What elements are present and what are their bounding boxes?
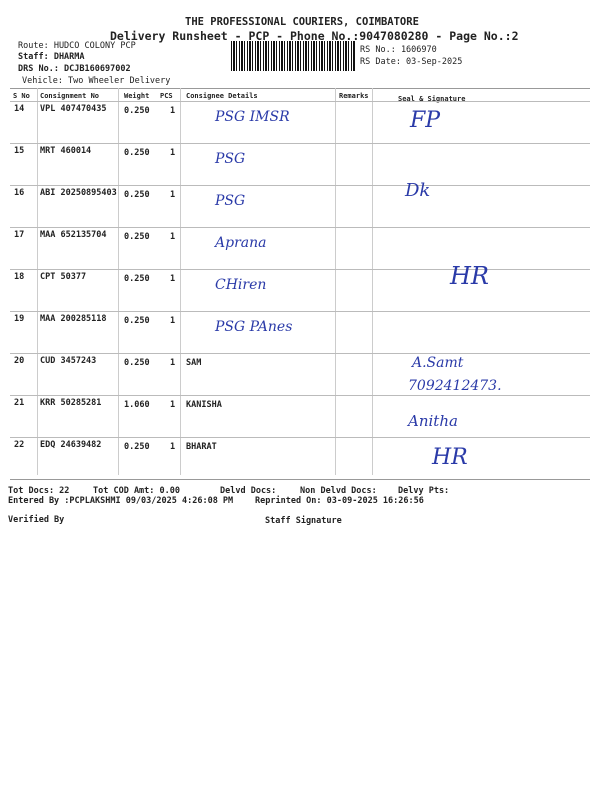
signature: 7092412473. — [408, 378, 502, 394]
pieces: 1 — [170, 232, 176, 242]
row-divider — [10, 311, 590, 312]
weight: 0.250 — [124, 274, 150, 284]
entered-by: Entered By :PCPLAKSHMI 09/03/2025 4:26:0… — [8, 496, 234, 506]
serial-number: 15 — [14, 146, 25, 156]
pieces: 1 — [170, 148, 176, 158]
consignee-name: BHARAT — [186, 442, 217, 452]
route: Route: HUDCO COLONY PCP — [18, 41, 136, 51]
serial-number: 21 — [14, 398, 25, 408]
weight: 0.250 — [124, 106, 150, 116]
delivery-points: Delvy Pts: — [398, 486, 450, 496]
non-delivered-docs: Non Delvd Docs: — [300, 486, 377, 496]
consignment-number: MAA 200285118 — [40, 314, 107, 324]
col-weight: Weight — [124, 92, 150, 100]
serial-number: 16 — [14, 188, 25, 198]
serial-number: 17 — [14, 230, 25, 240]
consignee-name: SAM — [186, 358, 202, 368]
handwritten-consignee: PSG PAnes — [215, 319, 293, 335]
handwritten-consignee: Aprana — [215, 235, 267, 251]
weight: 0.250 — [124, 232, 150, 242]
pieces: 1 — [170, 316, 176, 326]
signature: Dk — [405, 180, 431, 201]
col-remarks: Remarks — [339, 92, 369, 100]
pieces: 1 — [170, 400, 176, 410]
weight: 0.250 — [124, 442, 150, 452]
serial-number: 22 — [14, 440, 25, 450]
consignment-number: CUD 3457243 — [40, 356, 97, 366]
total-docs: Tot Docs: 22 — [8, 486, 70, 496]
drs-number: DRS No.: DCJB160697002 — [18, 64, 131, 74]
col-sno: S No — [13, 92, 30, 100]
vehicle: Vehicle: Two Wheeler Delivery — [22, 76, 171, 86]
handwritten-consignee: CHiren — [215, 277, 267, 293]
col-consignment: Consignment No — [40, 92, 100, 100]
pieces: 1 — [170, 106, 176, 116]
col-consignee: Consignee Details — [186, 92, 258, 100]
total-cod: Tot COD Amt: 0.00 — [93, 486, 180, 496]
signature: HR — [450, 262, 489, 290]
reprinted-on: Reprinted On: 03-09-2025 16:26:56 — [255, 496, 424, 506]
pieces: 1 — [170, 358, 176, 368]
serial-number: 20 — [14, 356, 25, 366]
serial-number: 14 — [14, 104, 25, 114]
consignment-number: KRR 50285281 — [40, 398, 102, 408]
handwritten-consignee: PSG — [215, 151, 246, 167]
pieces: 1 — [170, 442, 176, 452]
serial-number: 18 — [14, 272, 25, 282]
runsheet-title: Delivery Runsheet - PCP - Phone No.:9047… — [110, 29, 519, 43]
consignee-name: KANISHA — [186, 400, 222, 410]
row-divider — [10, 185, 590, 186]
signature: A.Samt — [412, 355, 464, 371]
serial-number: 19 — [14, 314, 25, 324]
weight: 1.060 — [124, 400, 150, 410]
handwritten-consignee: PSG — [215, 193, 246, 209]
company-name: THE PROFESSIONAL COURIERS, COIMBATORE — [185, 16, 419, 28]
consignment-number: MRT 460014 — [40, 146, 92, 156]
handwritten-consignee: PSG IMSR — [215, 109, 290, 125]
weight: 0.250 — [124, 358, 150, 368]
delivered-docs: Delvd Docs: — [220, 486, 277, 496]
consignment-number: ABI 20250895403 — [40, 188, 117, 198]
verified-by: Verified By — [8, 515, 65, 525]
row-divider — [10, 395, 590, 396]
consignment-number: MAA 652135704 — [40, 230, 107, 240]
weight: 0.250 — [124, 148, 150, 158]
signature: Anitha — [408, 412, 458, 430]
row-divider — [10, 101, 590, 102]
weight: 0.250 — [124, 316, 150, 326]
barcode — [231, 41, 356, 71]
staff-signature: Staff Signature — [265, 516, 342, 526]
row-divider — [10, 353, 590, 354]
row-divider — [10, 437, 590, 438]
staff: Staff: DHARMA — [18, 52, 85, 62]
signature: HR — [432, 445, 468, 470]
consignment-number: CPT 50377 — [40, 272, 87, 282]
rs-date: RS Date: 03-Sep-2025 — [360, 57, 463, 67]
signature: FP — [410, 108, 441, 133]
consignment-number: VPL 407470435 — [40, 104, 107, 114]
pieces: 1 — [170, 190, 176, 200]
col-seal-signature: Seal & Signature — [398, 95, 466, 103]
row-divider — [10, 479, 590, 480]
rs-number: RS No.: 1606970 — [360, 45, 437, 55]
weight: 0.250 — [124, 190, 150, 200]
col-pcs: PCS — [160, 92, 173, 100]
row-divider — [10, 227, 590, 228]
row-divider — [10, 143, 590, 144]
pieces: 1 — [170, 274, 176, 284]
consignment-number: EDQ 24639482 — [40, 440, 102, 450]
row-divider — [10, 269, 590, 270]
